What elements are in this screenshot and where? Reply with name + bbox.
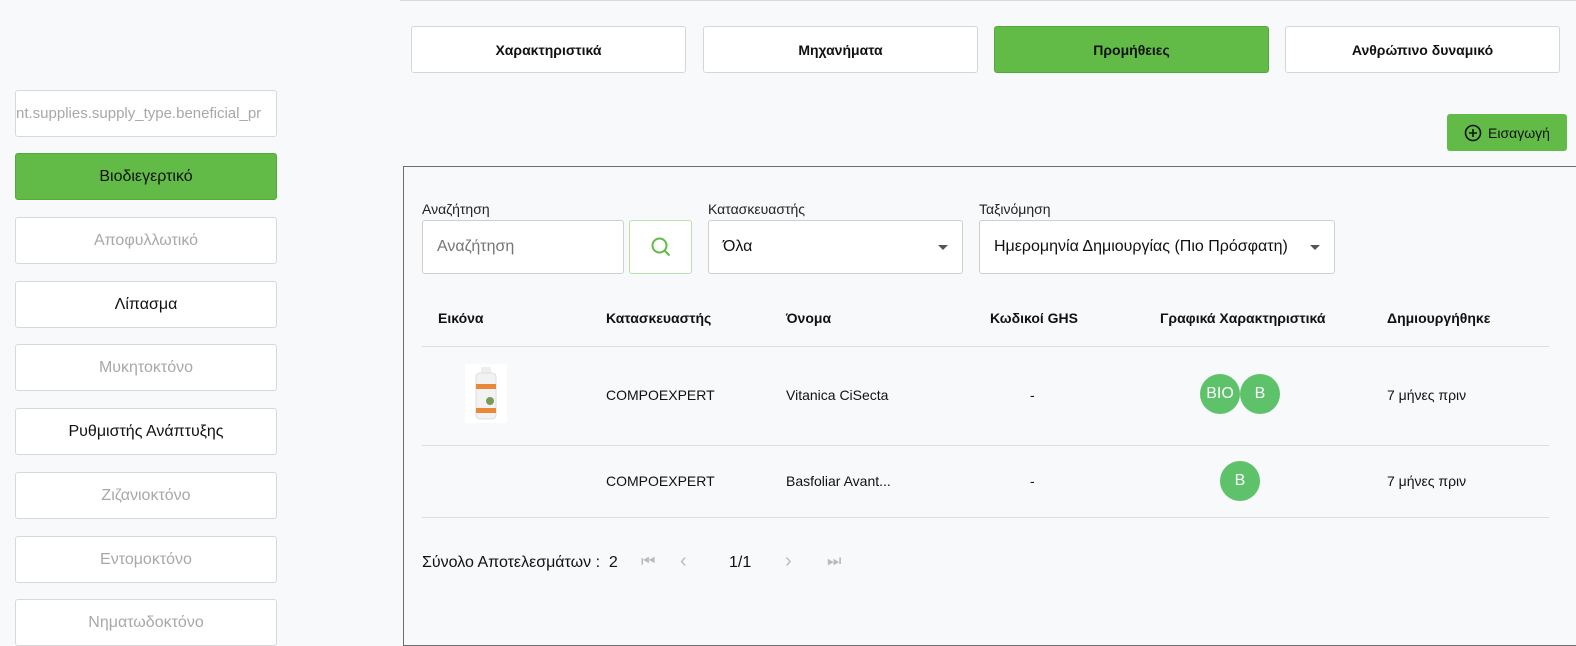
sidebar-item-nematicide[interactable]: Νηματωδοκτόνο <box>15 599 277 646</box>
chevron-down-icon <box>938 245 948 250</box>
tab-characteristics[interactable]: Χαρακτηριστικά <box>411 26 686 73</box>
tab-human-resources[interactable]: Ανθρώπινο δυναμικό <box>1285 26 1560 73</box>
chevron-down-icon <box>1310 245 1320 250</box>
search-input[interactable] <box>422 220 624 274</box>
b-badge: B <box>1240 374 1280 414</box>
search-icon <box>651 237 670 257</box>
col-graphics: Γραφικά Χαρακτηριστικά <box>1160 310 1326 326</box>
tab-machinery[interactable]: Μηχανήματα <box>703 26 978 73</box>
manufacturer-select[interactable]: Όλα <box>708 220 963 274</box>
col-image: Εικόνα <box>438 310 484 326</box>
next-page-icon[interactable]: › <box>785 550 792 572</box>
sidebar-item-insecticide[interactable]: Εντομοκτόνο <box>15 536 277 583</box>
plus-circle-icon <box>1464 124 1482 141</box>
top-divider <box>400 0 1576 1</box>
manufacturer-value: Όλα <box>723 238 753 255</box>
sidebar-item-defoliant[interactable]: Αποφυλλωτικό <box>15 217 277 264</box>
col-manufacturer[interactable]: Κατασκευαστής <box>606 310 712 326</box>
insert-button[interactable]: Εισαγωγή <box>1447 114 1567 151</box>
total-results: Σύνολο Αποτελεσμάτων : 2 <box>422 554 618 571</box>
created-cell: 7 μήνες πριν <box>1387 473 1467 489</box>
created-cell: 7 μήνες πριν <box>1387 387 1467 403</box>
sort-label: Ταξινόμηση <box>979 201 1051 217</box>
sidebar-item-fungicide[interactable]: Μυκητοκτόνο <box>15 344 277 391</box>
bio-badge: BIO <box>1200 374 1240 414</box>
sidebar-item-beneficial[interactable]: nt.supplies.supply_type.beneficial_pr <box>15 90 277 137</box>
tab-supplies[interactable]: Προμήθειες <box>994 26 1269 73</box>
ghs-cell: - <box>1030 473 1035 489</box>
sidebar-item-growth-regulator[interactable]: Ρυθμιστής Ανάπτυξης <box>15 408 277 455</box>
row-divider <box>422 517 1549 518</box>
page-indicator: 1/1 <box>729 554 752 571</box>
last-page-icon[interactable]: ⏭ <box>827 553 842 570</box>
col-ghs: Κωδικοί GHS <box>990 310 1079 326</box>
search-button[interactable] <box>629 220 692 274</box>
search-label: Αναζήτηση <box>422 201 490 217</box>
col-name[interactable]: Όνομα <box>786 310 832 326</box>
product-image <box>465 364 507 423</box>
ghs-cell: - <box>1030 387 1035 403</box>
sort-select[interactable]: Ημερομηνία Δημιουργίας (Πιο Πρόσφατη) <box>979 220 1335 274</box>
manufacturer-cell: COMPOEXPERT <box>606 387 715 403</box>
sidebar-item-herbicide[interactable]: Ζιζανιοκτόνο <box>15 472 277 519</box>
manufacturer-label: Κατασκευαστής <box>708 201 806 217</box>
name-cell: Vitanica CiSecta <box>786 387 889 403</box>
sort-value: Ημερομηνία Δημιουργίας (Πιο Πρόσφατη) <box>994 238 1288 255</box>
insert-label: Εισαγωγή <box>1488 124 1550 141</box>
name-cell: Basfoliar Avant... <box>786 473 891 489</box>
manufacturer-cell: COMPOEXPERT <box>606 473 715 489</box>
row-divider <box>422 445 1549 446</box>
sidebar-item-fertilizer[interactable]: Λίπασμα <box>15 281 277 328</box>
col-created[interactable]: Δημιουργήθηκε <box>1387 310 1491 326</box>
b-badge: B <box>1220 461 1260 501</box>
sidebar-item-biostimulant[interactable]: Βιοδιεγερτικό <box>15 153 277 200</box>
first-page-icon[interactable]: ⏮ <box>641 553 656 570</box>
prev-page-icon[interactable]: ‹ <box>680 550 687 572</box>
row-divider <box>422 346 1549 347</box>
